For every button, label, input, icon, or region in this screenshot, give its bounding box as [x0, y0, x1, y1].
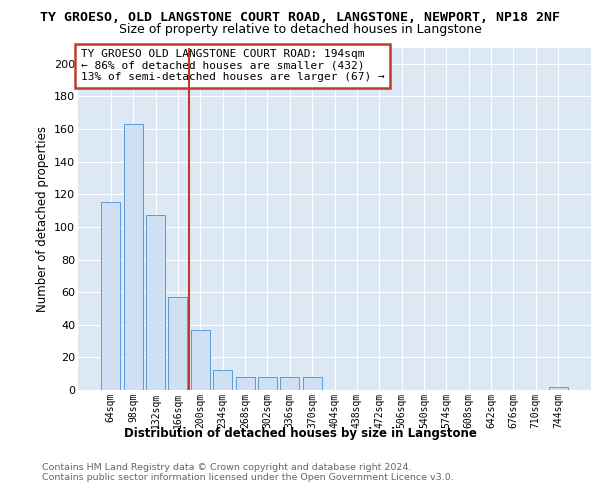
Bar [101, 202, 121, 390]
Text: TY GROESO, OLD LANGSTONE COURT ROAD, LANGSTONE, NEWPORT, NP18 2NF: TY GROESO, OLD LANGSTONE COURT ROAD, LAN… [40, 11, 560, 24]
Bar [191, 330, 210, 390]
Bar [236, 377, 254, 390]
Text: Contains HM Land Registry data © Crown copyright and database right 2024.
Contai: Contains HM Land Registry data © Crown c… [42, 462, 454, 482]
Text: Distribution of detached houses by size in Langstone: Distribution of detached houses by size … [124, 428, 476, 440]
Bar [169, 297, 187, 390]
Bar [280, 377, 299, 390]
Bar [258, 377, 277, 390]
Bar [302, 377, 322, 390]
Y-axis label: Number of detached properties: Number of detached properties [35, 126, 49, 312]
Bar [146, 216, 165, 390]
Text: Size of property relative to detached houses in Langstone: Size of property relative to detached ho… [119, 22, 481, 36]
Bar [213, 370, 232, 390]
Bar [124, 124, 143, 390]
Text: TY GROESO OLD LANGSTONE COURT ROAD: 194sqm
← 86% of detached houses are smaller : TY GROESO OLD LANGSTONE COURT ROAD: 194s… [80, 49, 385, 82]
Bar [548, 386, 568, 390]
